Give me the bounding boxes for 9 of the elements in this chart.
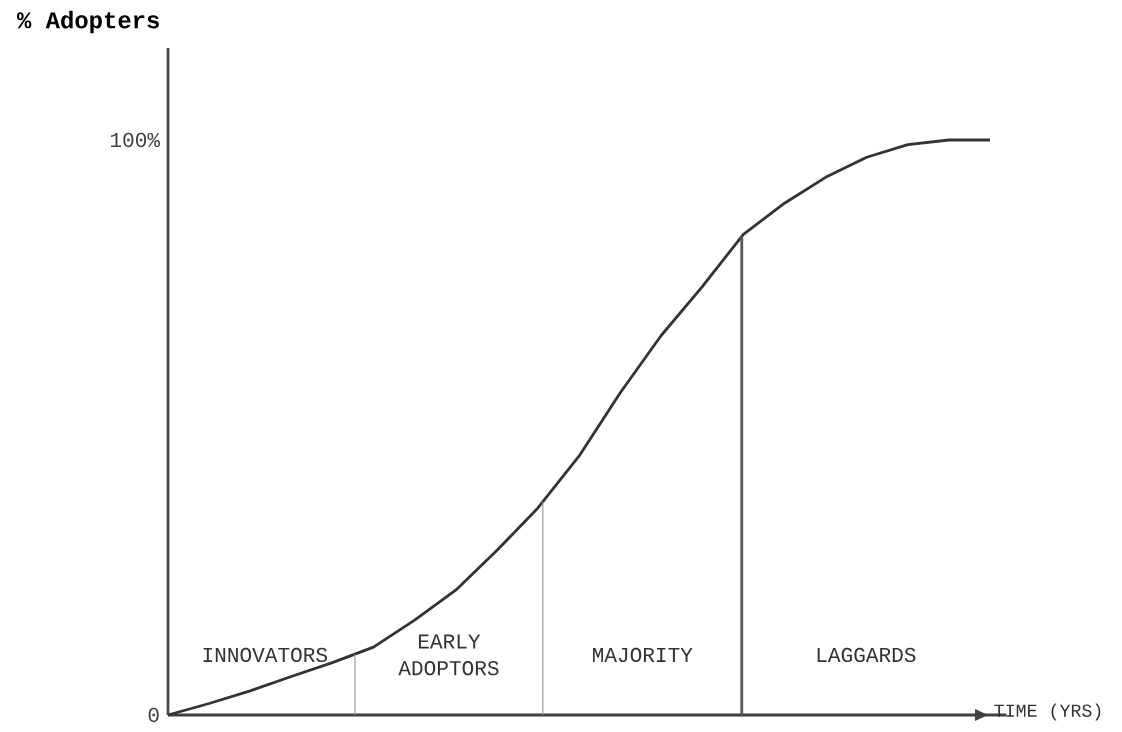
annotation: LAGGARDS: [817, 647, 916, 663]
y-axis-title: % Adopters: [16, 10, 159, 34]
y-tick-label: 100%: [110, 132, 161, 148]
annotation: EARLY ADOPTORS: [398, 634, 499, 676]
x-axis-title: TIME (YRS): [994, 703, 1101, 721]
annotation: INNOVATORS: [203, 647, 327, 663]
y-tick-label: 0: [148, 707, 159, 723]
annotation: MAJORITY: [593, 647, 693, 663]
line-series: [166, 138, 992, 717]
